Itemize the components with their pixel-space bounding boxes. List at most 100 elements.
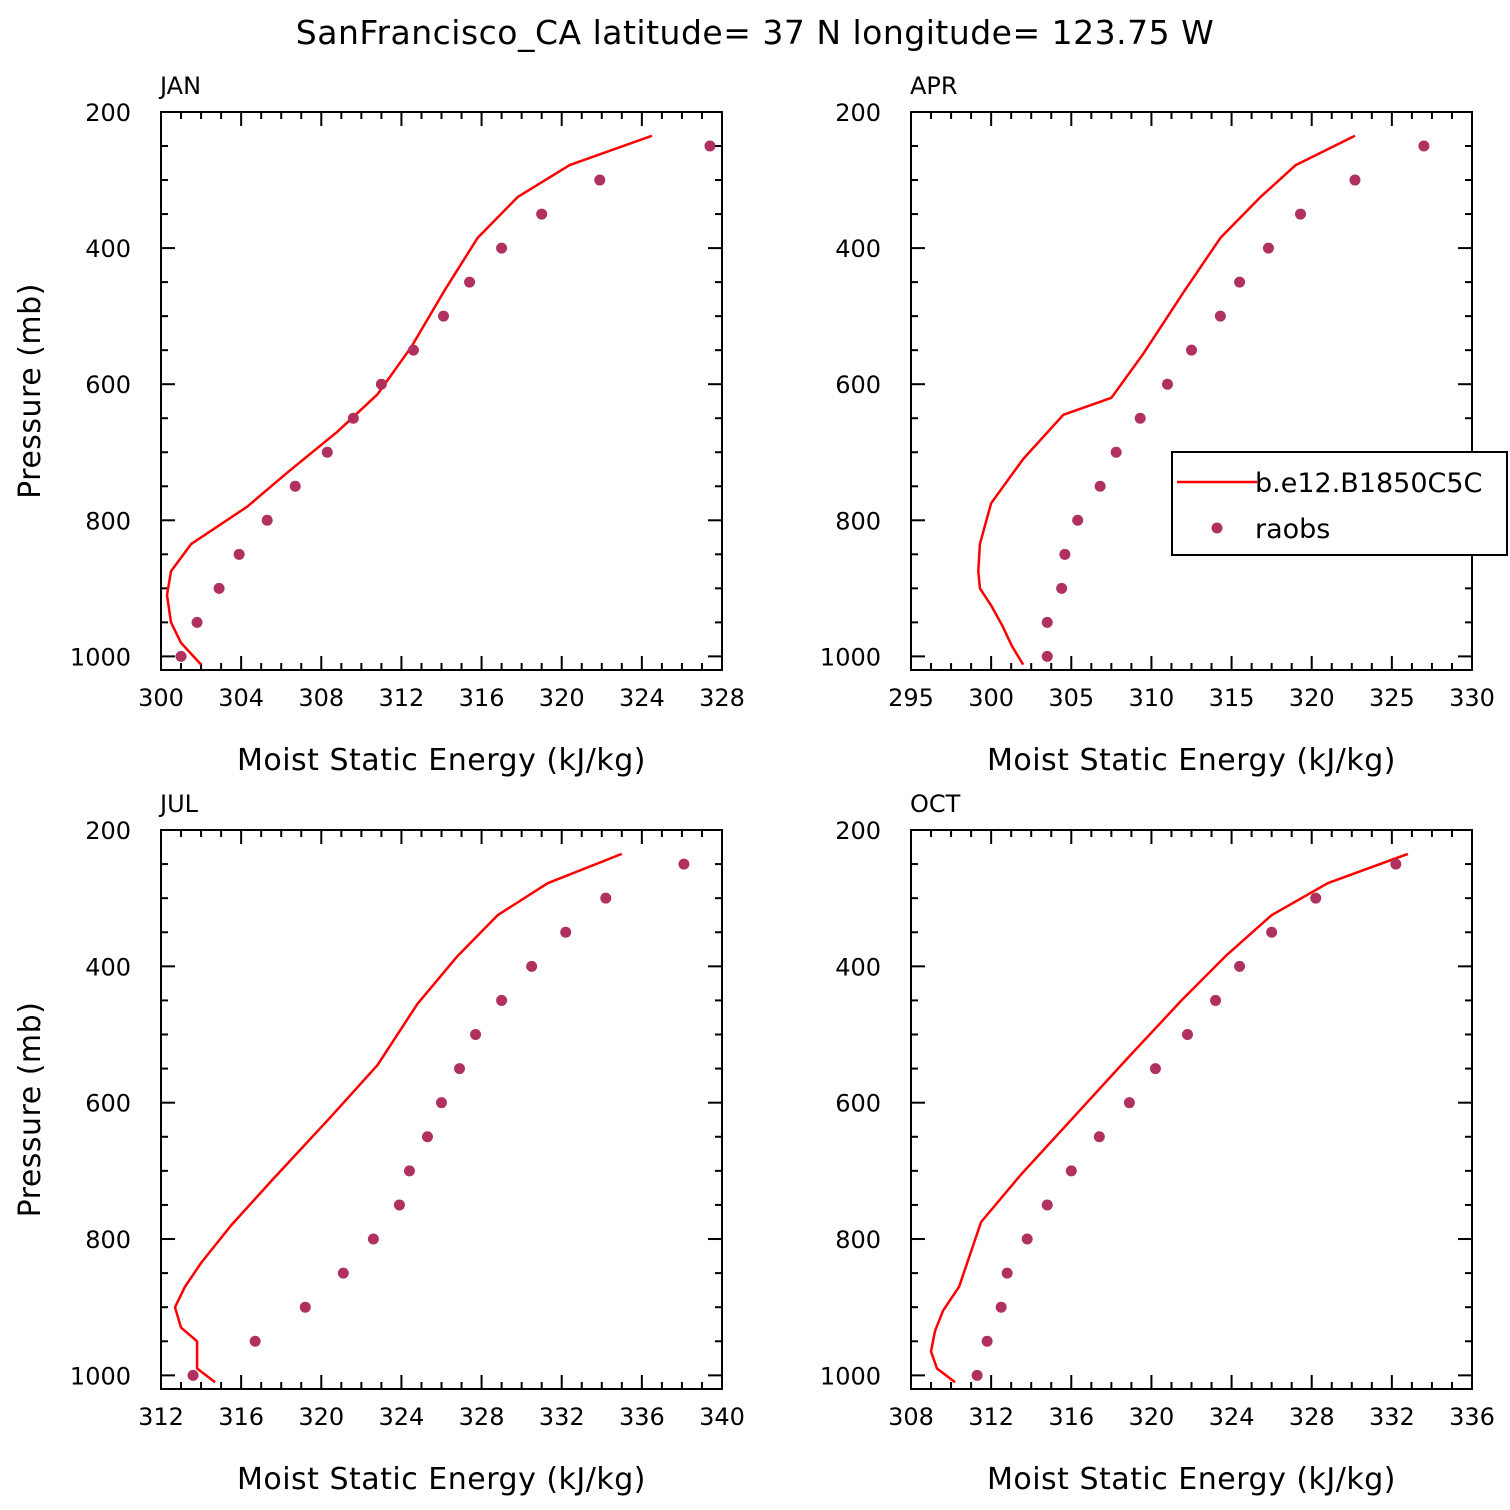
y-tick-label: 400: [85, 235, 131, 263]
raobs-point: [191, 616, 203, 628]
raobs-point: [704, 140, 716, 152]
raobs-point: [526, 960, 538, 972]
plot-frame-jan: [160, 111, 723, 671]
y-tick-label: 1000: [70, 1362, 131, 1390]
raobs-point: [496, 242, 508, 254]
raobs-point: [1059, 548, 1071, 560]
raobs-point: [1041, 1199, 1053, 1211]
x-tick-label: 316: [218, 1403, 264, 1431]
raobs-point: [1094, 480, 1106, 492]
raobs-point: [367, 1233, 379, 1245]
legend-label-model: b.e12.B1850C5C: [1255, 468, 1482, 499]
panel-title-apr: APR: [910, 72, 958, 100]
plot-area-jan: [165, 134, 716, 666]
raobs-point: [213, 582, 225, 594]
x-tick-label: 295: [888, 684, 934, 712]
raobs-point: [1065, 1165, 1077, 1177]
raobs-point: [454, 1063, 466, 1075]
raobs-point: [1210, 994, 1222, 1006]
x-axis-label-oct: Moist Static Energy (kJ/kg): [987, 1462, 1396, 1497]
x-tick-label: 320: [539, 684, 585, 712]
raobs-point: [1123, 1097, 1135, 1109]
x-axis-label-jan: Moist Static Energy (kJ/kg): [237, 743, 646, 778]
raobs-point: [1349, 174, 1361, 186]
raobs-point: [1072, 514, 1084, 526]
x-tick-label: 340: [699, 1403, 745, 1431]
raobs-point: [1110, 446, 1122, 458]
y-axis-label-jul: Pressure (mb): [13, 1002, 48, 1218]
x-tick-label: 328: [459, 1403, 505, 1431]
raobs-point: [1093, 1131, 1105, 1143]
raobs-point: [289, 480, 301, 492]
raobs-point: [421, 1131, 433, 1143]
legend-label-raobs: raobs: [1255, 514, 1330, 545]
raobs-point: [375, 378, 387, 390]
x-tick-label: 328: [1289, 1403, 1335, 1431]
raobs-point: [1294, 208, 1306, 220]
y-tick-label: 600: [835, 371, 881, 399]
y-tick-label: 1000: [820, 1362, 881, 1390]
legend-box: [1171, 451, 1508, 556]
raobs-point: [1181, 1029, 1193, 1041]
x-tick-label: 324: [379, 1403, 425, 1431]
y-tick-label: 1000: [820, 643, 881, 671]
x-tick-label: 336: [619, 1403, 665, 1431]
y-tick-label: 800: [835, 1226, 881, 1254]
raobs-point: [600, 892, 612, 904]
plot-area-jul: [173, 852, 690, 1384]
raobs-point: [678, 858, 690, 870]
raobs-point: [1214, 310, 1226, 322]
x-tick-label: 336: [1449, 1403, 1495, 1431]
panel-jul: JUL 312 316 320 324 328 332 336 340 200 400 600 800 1…: [13, 790, 745, 1497]
legend-swatch-raobs: [1211, 522, 1223, 534]
raobs-point: [1266, 926, 1278, 938]
raobs-point: [560, 926, 572, 938]
raobs-point: [496, 994, 508, 1006]
raobs-point: [233, 548, 245, 560]
raobs-point: [261, 514, 273, 526]
series-line-model: [977, 134, 1356, 666]
x-tick-label: 324: [619, 684, 665, 712]
series-line-model: [173, 852, 623, 1384]
x-tick-label: 308: [888, 1403, 934, 1431]
x-tick-label: 312: [968, 1403, 1014, 1431]
raobs-point: [1161, 378, 1173, 390]
y-tick-label: 600: [85, 371, 131, 399]
panel-title-oct: OCT: [910, 790, 961, 818]
plot-area-oct: [929, 852, 1409, 1384]
raobs-point: [1056, 582, 1068, 594]
y-tick-label: 200: [85, 817, 131, 845]
series-line-model: [929, 852, 1409, 1384]
x-tick-label: 320: [298, 1403, 344, 1431]
y-tick-label: 800: [835, 507, 881, 535]
raobs-point: [1001, 1267, 1013, 1279]
y-tick-label: 600: [85, 1090, 131, 1118]
series-line-model: [165, 134, 653, 666]
x-tick-label: 310: [1129, 684, 1175, 712]
raobs-point: [1390, 858, 1402, 870]
x-tick-label: 315: [1209, 684, 1255, 712]
legend: b.e12.B1850C5C raobs: [1171, 451, 1508, 556]
y-tick-label: 200: [835, 99, 881, 127]
raobs-point: [464, 276, 476, 288]
x-tick-label: 316: [1048, 1403, 1094, 1431]
y-tick-label: 200: [85, 99, 131, 127]
x-tick-label: 320: [1129, 1403, 1175, 1431]
x-tick-label: 312: [138, 1403, 184, 1431]
plot-frame-jul: [160, 829, 723, 1390]
x-axis-label-apr: Moist Static Energy (kJ/kg): [987, 743, 1396, 778]
y-tick-label: 800: [85, 507, 131, 535]
x-tick-label: 320: [1289, 684, 1335, 712]
x-tick-label: 308: [298, 684, 344, 712]
raobs-point: [337, 1267, 349, 1279]
raobs-point: [1234, 960, 1246, 972]
x-tick-label: 304: [218, 684, 264, 712]
y-axis-label-jan: Pressure (mb): [13, 283, 48, 499]
raobs-point: [971, 1369, 983, 1381]
x-tick-label: 300: [968, 684, 1014, 712]
x-tick-label: 316: [459, 684, 505, 712]
panel-apr: APR 295 300 305 310 315 320 325 330 200 400 600 800 1…: [820, 72, 1495, 778]
raobs-point: [1021, 1233, 1033, 1245]
plot-area-apr: [977, 134, 1430, 666]
x-tick-label: 330: [1449, 684, 1495, 712]
